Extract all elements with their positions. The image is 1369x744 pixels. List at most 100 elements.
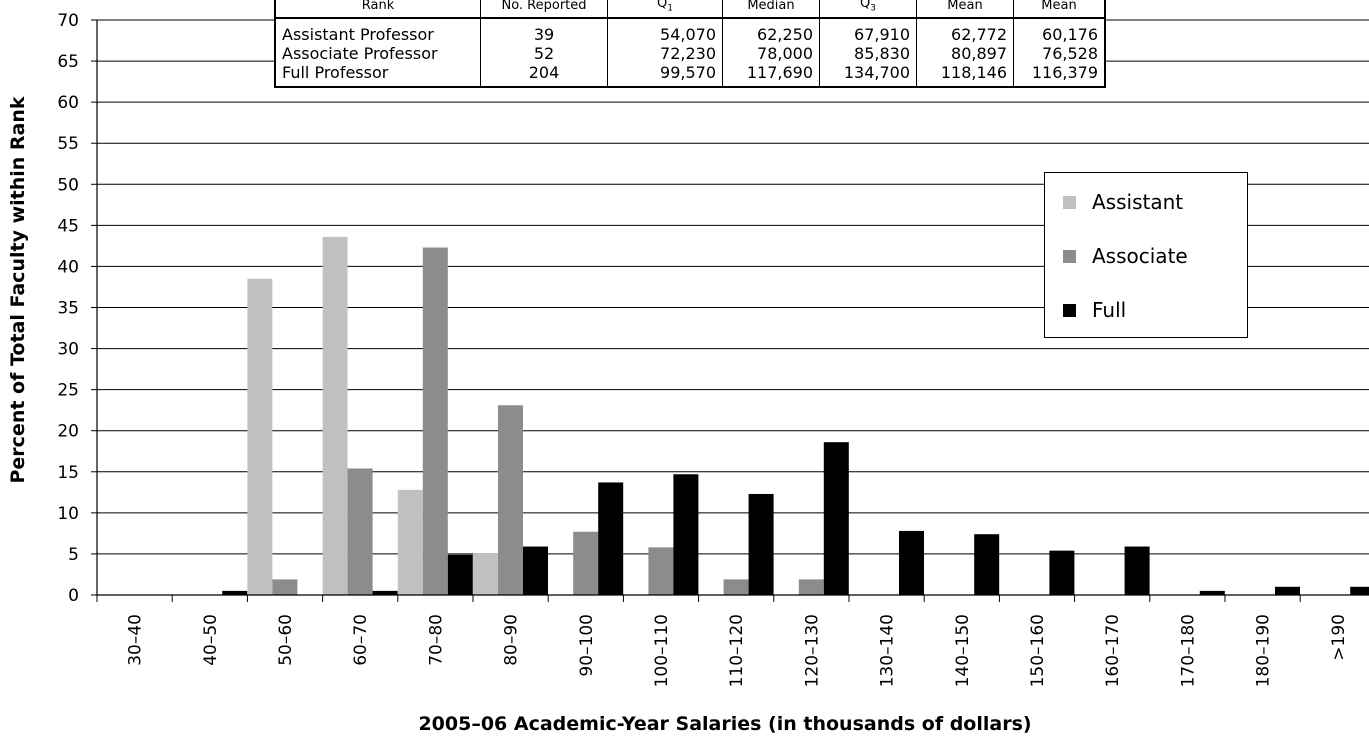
bar-associate xyxy=(723,579,749,595)
bar-full xyxy=(1124,546,1150,595)
bar-full xyxy=(974,534,1000,595)
y-tick-label: 0 xyxy=(68,586,79,606)
cell-median: 78,000 xyxy=(722,44,820,63)
y-tick-label: 20 xyxy=(57,422,79,442)
table-row: Assistant Professor 39 54,070 62,250 67,… xyxy=(275,18,1105,44)
y-tick-label: 70 xyxy=(57,11,79,31)
header-q1-letter: Q xyxy=(657,0,668,12)
y-tick-label: 5 xyxy=(68,545,79,565)
bars xyxy=(222,236,1369,596)
header-q1-subscript: 1 xyxy=(667,3,673,14)
cell-rank: Full Professor xyxy=(275,63,481,87)
y-tick-label: 35 xyxy=(57,299,79,319)
bar-assistant xyxy=(397,489,423,595)
salary-statistics-table: Rank No. Reported Q1 Median Q3 Mean Mean… xyxy=(274,0,1106,88)
bar-associate xyxy=(573,531,599,595)
table-row: Associate Professor 52 72,230 78,000 85,… xyxy=(275,44,1105,63)
y-tick-label: 55 xyxy=(57,134,79,154)
table-header-row: Rank No. Reported Q1 Median Q3 Mean Mean xyxy=(275,0,1105,19)
header-q3-letter: Q xyxy=(860,0,871,12)
x-tick-labels: 30–40 40–50 50–60 60–70 70–80 80–90 90–100 100–… xyxy=(96,595,1349,687)
bar-associate xyxy=(798,579,824,595)
bar-associate xyxy=(498,405,523,595)
chart-legend: Assistant Associate Full xyxy=(1044,172,1248,338)
bar-assistant xyxy=(322,236,348,595)
table-row: Full Professor 204 99,570 117,690 134,70… xyxy=(275,63,1105,87)
cell-mean-2: 76,528 xyxy=(1042,44,1098,63)
legend-label-assistant: Assistant xyxy=(1092,190,1184,214)
bar-full xyxy=(598,482,624,595)
bar-associate xyxy=(347,468,373,595)
header-rank: Rank xyxy=(275,0,481,19)
cell-no-reported: 52 xyxy=(480,44,608,63)
y-tick-label: 65 xyxy=(57,52,79,72)
cell-median: 117,690 xyxy=(722,63,820,87)
cell-q1: 99,570 xyxy=(607,63,723,87)
bar-full xyxy=(447,554,473,595)
bar-full xyxy=(748,493,774,595)
y-tick-label: 50 xyxy=(57,175,79,195)
y-tick-label: 25 xyxy=(57,381,79,401)
x-tick-label: 180–190 xyxy=(1254,614,1274,687)
x-tick-label: 140–150 xyxy=(953,614,973,687)
cell-mean: 118,146 xyxy=(916,63,1014,87)
x-tick-label: 80–90 xyxy=(502,614,522,666)
bar-full xyxy=(372,590,398,595)
header-q3-subscript: 3 xyxy=(870,3,876,14)
legend-item-associate: Associate xyxy=(1063,244,1188,268)
legend-swatch-assistant xyxy=(1063,195,1076,209)
legend-swatch-associate xyxy=(1063,249,1076,263)
cell-median: 62,250 xyxy=(722,18,820,44)
cell-no-reported: 39 xyxy=(480,18,608,44)
cell-mean-2: 116,379 xyxy=(1031,63,1098,82)
bar-full xyxy=(523,546,548,595)
header-median: Median xyxy=(722,0,820,19)
bar-full xyxy=(222,590,248,595)
bar-associate xyxy=(422,247,448,596)
cell-rank: Associate Professor xyxy=(275,44,481,63)
legend-item-full: Full xyxy=(1063,298,1126,322)
bar-full xyxy=(1049,550,1075,595)
y-axis-title: Percent of Total Faculty within Rank xyxy=(7,96,29,483)
bar-full xyxy=(899,530,924,595)
header-q3: Q3 xyxy=(819,0,917,19)
legend-label-associate: Associate xyxy=(1092,244,1188,268)
legend-swatch-full xyxy=(1063,303,1076,317)
cell-q3: 134,700 xyxy=(819,63,917,87)
y-tick-labels: 0 5 10 15 20 25 30 35 40 45 50 55 60 65 70 xyxy=(57,11,97,606)
header-q1: Q1 xyxy=(607,0,723,19)
y-tick-label: 30 xyxy=(57,340,79,360)
x-tick-label: 150–160 xyxy=(1028,614,1048,687)
cell-q3: 85,830 xyxy=(819,44,917,63)
legend-item-assistant: Assistant xyxy=(1063,190,1184,214)
x-tick-label: 40–50 xyxy=(201,614,221,666)
x-tick-label: 170–180 xyxy=(1178,614,1198,687)
header-no-reported: No. Reported xyxy=(480,0,608,19)
bar-full xyxy=(1350,586,1369,595)
x-tick-label: 70–80 xyxy=(426,614,446,666)
x-tick-label: 60–70 xyxy=(351,614,371,666)
x-tick-label: 130–140 xyxy=(878,614,898,687)
x-tick-label: 50–60 xyxy=(276,614,296,666)
x-tick-label: 30–40 xyxy=(126,614,146,666)
x-tick-label: >190 xyxy=(1329,614,1349,661)
bar-full xyxy=(1199,590,1225,595)
bar-full xyxy=(1275,586,1300,595)
header-mean-2: Mean xyxy=(1013,0,1105,19)
x-tick-label: 110–120 xyxy=(727,614,747,687)
header-mean: Mean xyxy=(916,0,1014,19)
cell-q1: 54,070 xyxy=(607,18,723,44)
y-tick-label: 60 xyxy=(57,93,79,113)
bar-full xyxy=(823,442,849,595)
bar-full xyxy=(673,474,699,595)
x-tick-label: 90–100 xyxy=(577,614,597,677)
cell-mean: 80,897 xyxy=(916,44,1014,63)
cell-no-reported: 204 xyxy=(480,63,608,87)
y-tick-label: 10 xyxy=(57,504,79,524)
cell-q1: 72,230 xyxy=(607,44,723,63)
bar-associate xyxy=(648,547,674,595)
cell-q3: 67,910 xyxy=(819,18,917,44)
y-tick-label: 40 xyxy=(57,257,79,277)
y-tick-label: 45 xyxy=(57,216,79,236)
